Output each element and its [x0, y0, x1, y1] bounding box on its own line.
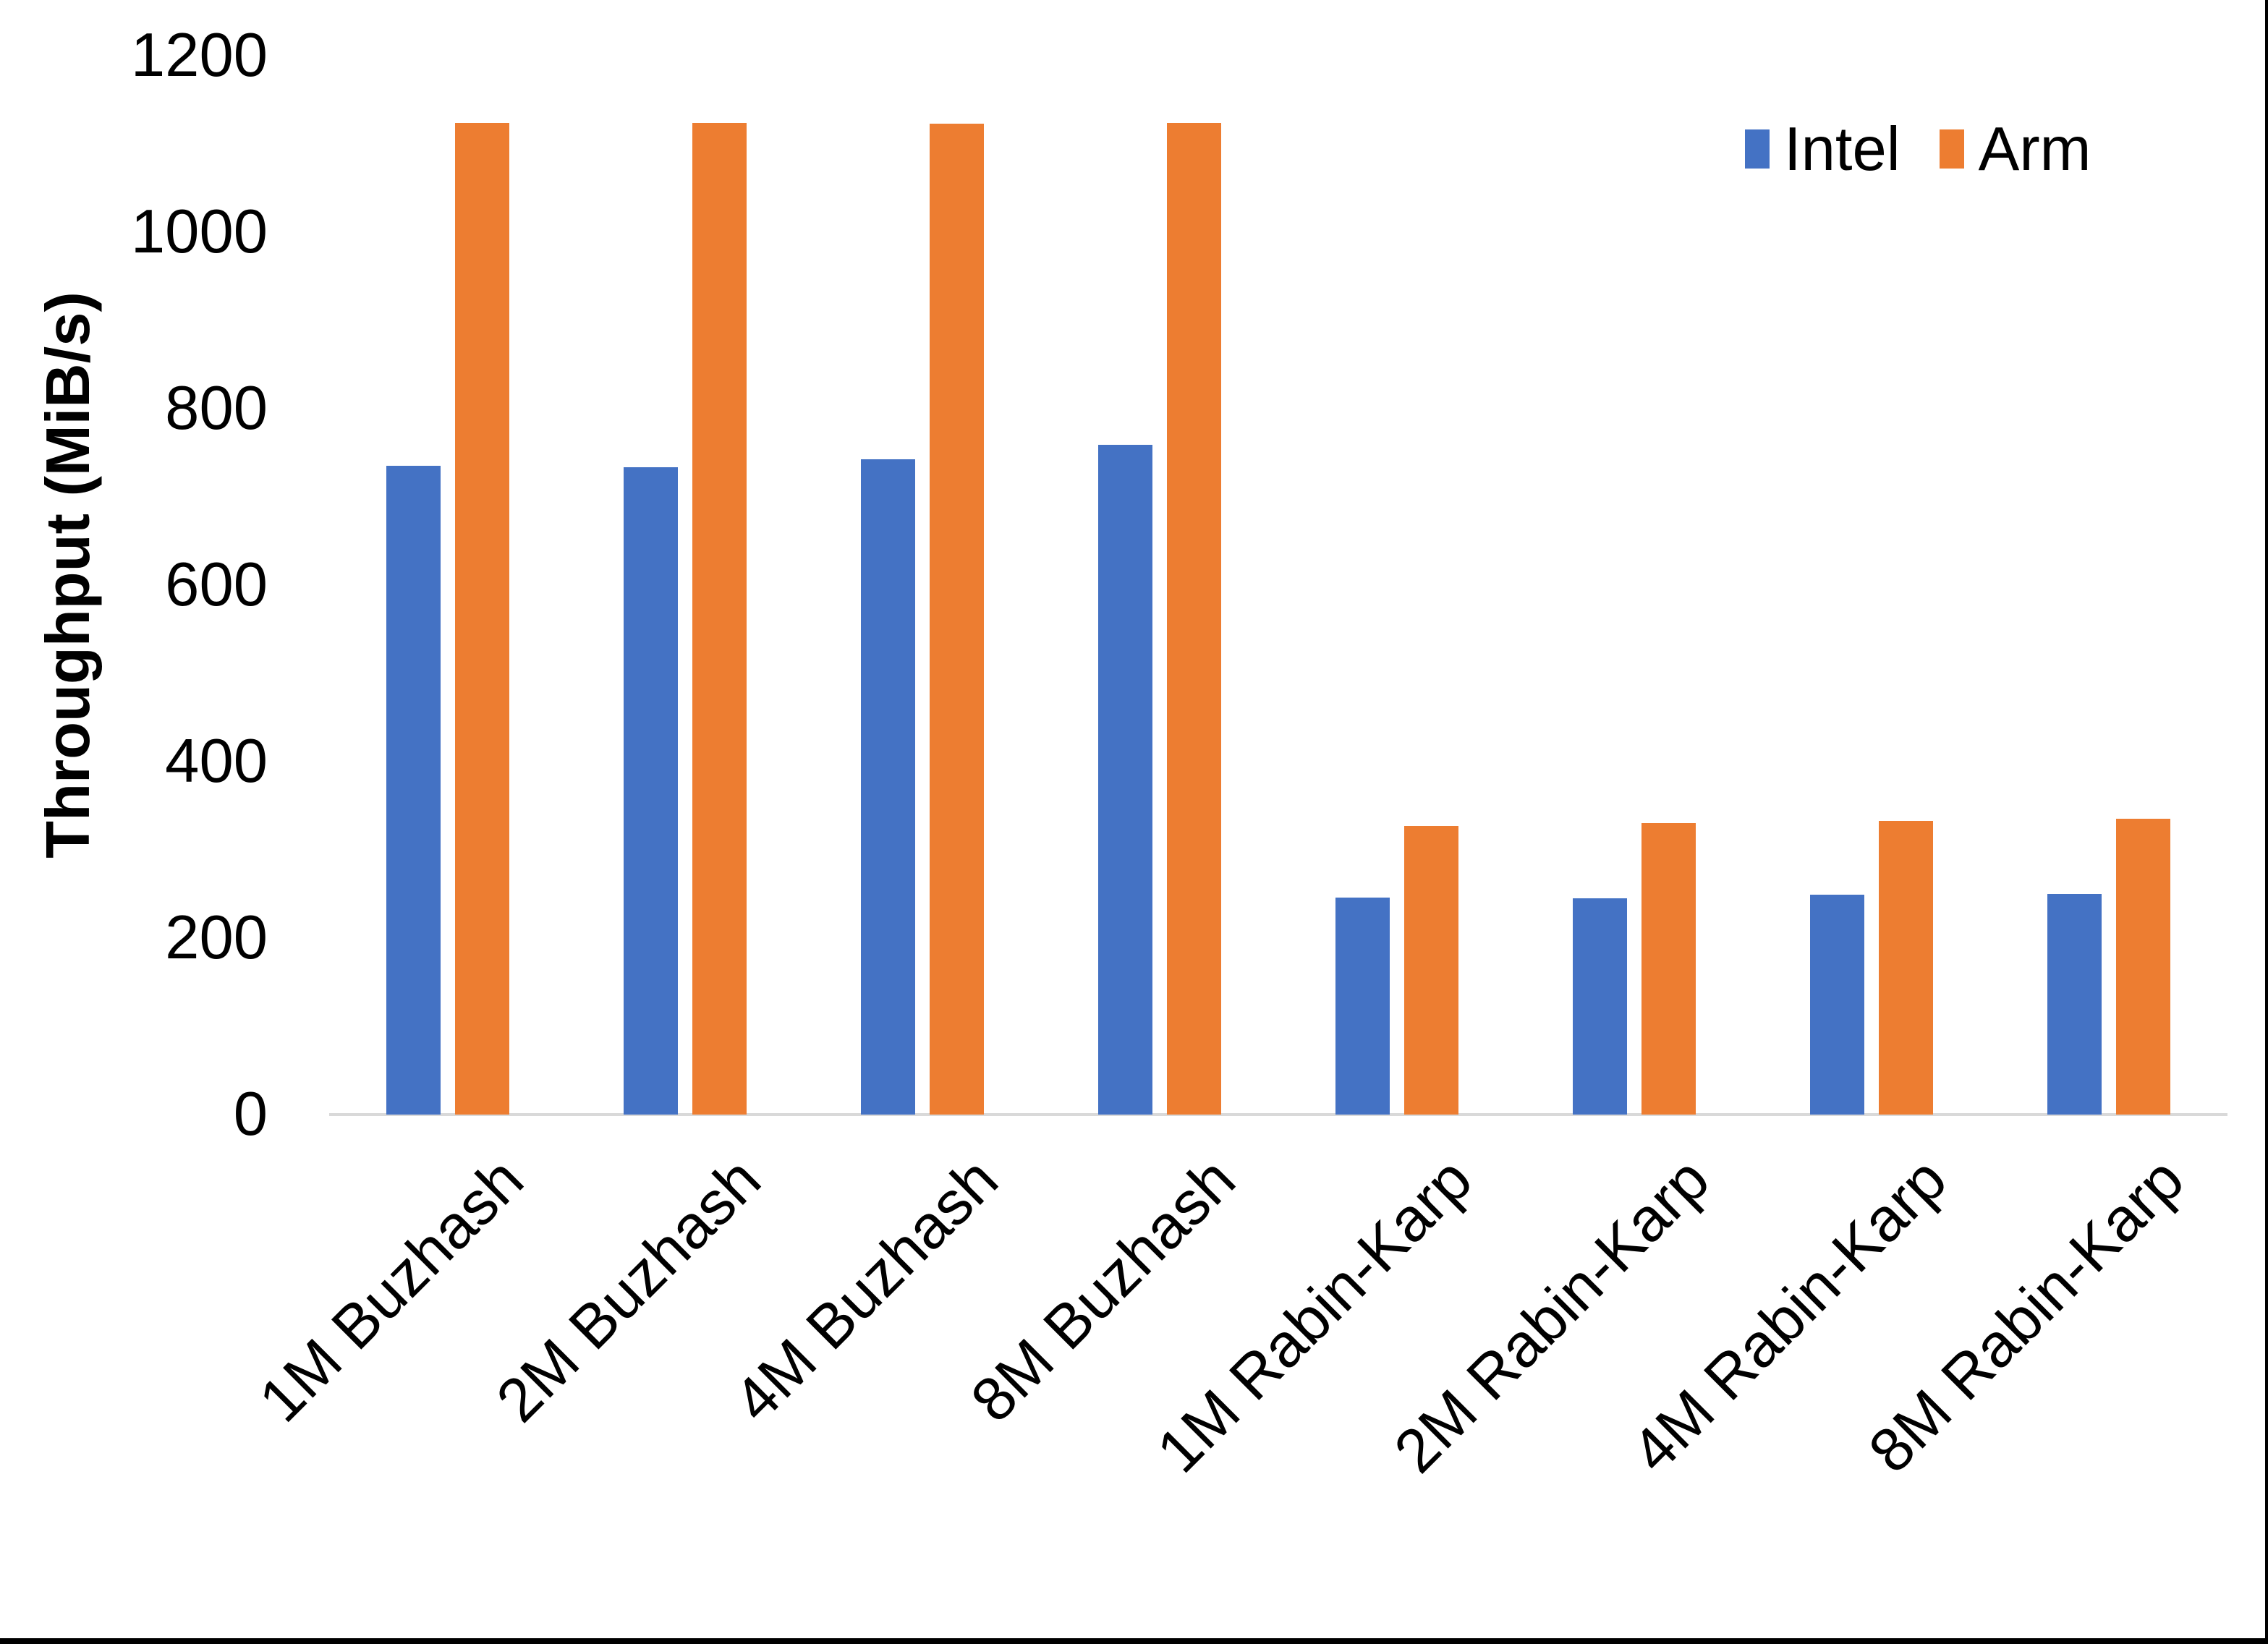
legend-label-intel: Intel — [1784, 114, 1900, 184]
bar-intel-8m-buzhash — [1098, 445, 1152, 1115]
bar-arm-2m-rabin-karp — [1641, 823, 1696, 1115]
y-axis-tick-label-600: 600 — [165, 550, 268, 619]
image-bottom-border — [0, 1638, 2268, 1644]
legend: Intel Arm — [1745, 119, 2091, 180]
bar-arm-4m-buzhash — [930, 124, 984, 1115]
legend-label-arm: Arm — [1978, 114, 2091, 184]
y-axis-tick-label-200: 200 — [165, 903, 268, 972]
x-axis-line — [329, 1113, 2227, 1116]
y-axis-tick-label-800: 800 — [165, 374, 268, 443]
y-axis-tick-label-400: 400 — [165, 727, 268, 796]
bar-intel-2m-rabin-karp — [1573, 898, 1627, 1115]
arm-series-swatch-icon — [1939, 129, 1964, 169]
legend-item-arm: Arm — [1939, 114, 2091, 184]
image-right-border — [2265, 0, 2268, 1644]
bar-arm-1m-rabin-karp — [1404, 826, 1458, 1115]
bar-arm-1m-buzhash — [455, 123, 509, 1115]
bar-intel-8m-rabin-karp — [2047, 894, 2102, 1115]
bar-intel-1m-buzhash — [386, 466, 441, 1115]
y-axis-tick-label-1000: 1000 — [130, 197, 268, 266]
y-axis-tick-label-1200: 1200 — [130, 21, 268, 90]
bar-arm-2m-buzhash — [692, 123, 747, 1115]
bar-intel-2m-buzhash — [624, 467, 678, 1115]
bar-arm-8m-rabin-karp — [2116, 819, 2170, 1115]
bar-intel-4m-buzhash — [861, 459, 915, 1115]
intel-series-swatch-icon — [1745, 129, 1770, 169]
bar-arm-4m-rabin-karp — [1879, 821, 1933, 1115]
bar-arm-8m-buzhash — [1167, 123, 1221, 1115]
y-axis-tick-label-0: 0 — [233, 1080, 268, 1149]
bar-intel-4m-rabin-karp — [1810, 895, 1864, 1115]
legend-item-intel: Intel — [1745, 119, 1900, 180]
bar-intel-1m-rabin-karp — [1335, 898, 1390, 1115]
